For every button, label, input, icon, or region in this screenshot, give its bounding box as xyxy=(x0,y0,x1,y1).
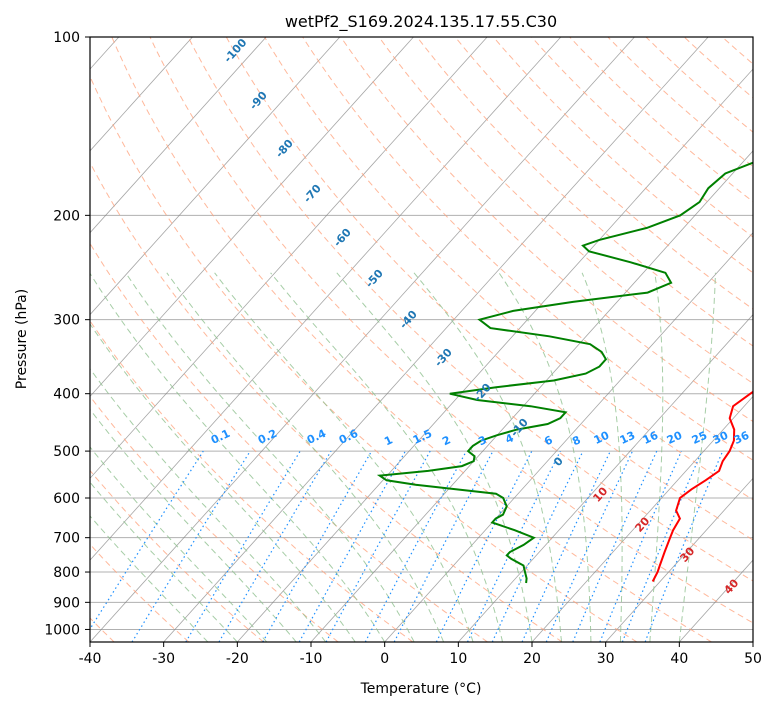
moist-adiabat-line xyxy=(90,367,327,642)
isotherm-line xyxy=(458,313,753,642)
background-lines xyxy=(90,37,753,642)
mixing-ratio-line xyxy=(521,450,611,642)
mixing-ratio-label: 16 xyxy=(641,429,661,447)
x-axis: -40 -30 -20 -10 0 10 20 30 40 50 xyxy=(79,642,762,667)
dry-adiabat-line xyxy=(90,242,488,642)
mixing-ratio-label: 13 xyxy=(618,429,637,447)
isotherm-line xyxy=(90,37,635,642)
x-tick-label: 40 xyxy=(670,651,688,667)
mixing-ratio-line xyxy=(466,450,561,642)
moist-adiabat-line xyxy=(270,272,503,642)
dry-adiabat-line xyxy=(454,37,753,310)
x-tick-label: -30 xyxy=(152,651,175,667)
x-tick-label: 50 xyxy=(744,651,762,667)
mixing-ratio-line xyxy=(364,450,467,642)
x-tick-label: -40 xyxy=(79,651,102,667)
moist-adiabat-line xyxy=(678,272,716,642)
mixing-ratio-line xyxy=(131,450,251,642)
y-tick-label: 700 xyxy=(53,531,80,547)
dry-adiabat-line xyxy=(111,37,712,642)
mixing-ratio-label: 30 xyxy=(711,429,731,447)
plot-frame xyxy=(89,36,754,643)
moist-adiabat-line xyxy=(166,272,445,642)
isotherm-line xyxy=(90,37,341,316)
mixing-ratio-line xyxy=(491,450,584,642)
y-tick-label: 900 xyxy=(53,595,80,611)
moist-adiabat-line xyxy=(413,272,562,642)
isotherm-line xyxy=(237,68,753,642)
dry-adiabat-line xyxy=(416,37,753,347)
isotherm-line xyxy=(384,232,753,642)
mixing-ratio-line xyxy=(90,450,204,631)
series-layer xyxy=(376,161,753,584)
isotherm-line xyxy=(310,150,753,642)
y-tick-label: 800 xyxy=(53,565,80,581)
moist-adiabat-line xyxy=(90,272,386,642)
x-tick-label: 20 xyxy=(523,651,541,667)
dewpoint-profile-line xyxy=(376,161,753,584)
dry-adiabat-line xyxy=(90,395,339,642)
dry-adiabat-line xyxy=(90,469,264,642)
isotherm-line xyxy=(90,37,267,234)
x-tick-label: 30 xyxy=(597,651,615,667)
y-tick-label: 200 xyxy=(53,208,80,224)
mixing-ratio-label: 25 xyxy=(690,429,709,447)
mixing-ratio-label: 20 xyxy=(665,429,685,447)
y-axis: 1000 900 800 700 600 500 400 300 200 100 xyxy=(44,30,90,638)
y-tick-label: 1000 xyxy=(44,622,80,638)
moist-adiabat-line xyxy=(581,272,623,642)
x-tick-label: 10 xyxy=(449,651,467,667)
mixing-ratio-line xyxy=(218,450,332,642)
y-tick-label: 100 xyxy=(53,30,80,46)
y-tick-label: 600 xyxy=(53,491,80,507)
x-axis-label: Temperature (°C) xyxy=(360,681,482,697)
y-tick-label: 300 xyxy=(53,313,80,329)
dry-adiabat-line xyxy=(90,161,563,642)
mixing-ratio-label: 36 xyxy=(732,429,752,447)
isotherm-line xyxy=(531,395,753,642)
moist-adiabat-line xyxy=(336,272,533,642)
temperature-profile-line xyxy=(651,390,753,582)
chart-title: wetPf2_S169.2024.135.17.55.C30 xyxy=(285,12,557,32)
y-tick-label: 400 xyxy=(53,387,80,403)
x-tick-label: -10 xyxy=(300,651,323,667)
moist-adiabat-line xyxy=(498,272,592,642)
x-tick-label: -20 xyxy=(226,651,249,667)
isotherm-line xyxy=(90,37,562,561)
moist-adiabat-line xyxy=(125,272,415,642)
mixing-ratio-line xyxy=(185,450,301,642)
moist-adiabat-line xyxy=(90,323,356,642)
isotherm-line xyxy=(90,37,193,152)
dry-adiabat-line xyxy=(149,37,753,624)
moist-adiabat-line xyxy=(214,272,474,642)
dry-adiabat-line xyxy=(90,543,190,642)
isotherm-line xyxy=(605,477,753,642)
isotherm-line xyxy=(90,37,414,398)
moist-adiabat-line xyxy=(649,272,664,642)
x-tick-label: 0 xyxy=(380,651,389,667)
isotherm-line xyxy=(163,37,709,642)
isotherm-line xyxy=(90,37,488,479)
y-tick-label: 500 xyxy=(53,444,80,460)
mixing-ratio-line xyxy=(325,450,431,642)
y-axis-label: Pressure (hPa) xyxy=(14,289,30,389)
dry-adiabat-line xyxy=(90,320,414,642)
mixing-ratio-label: 10 xyxy=(592,429,612,447)
